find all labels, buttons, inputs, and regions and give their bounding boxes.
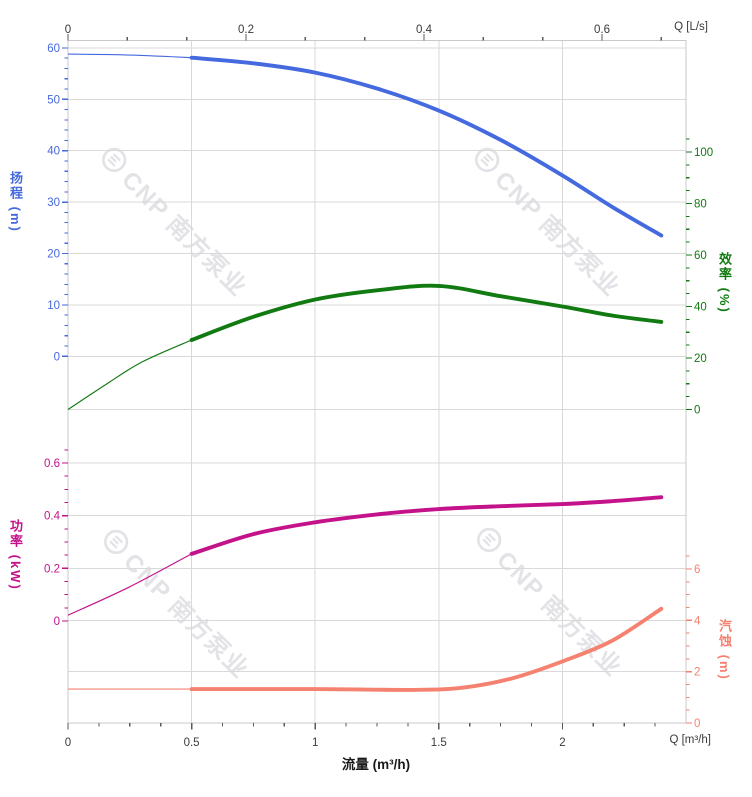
top-axis-tick-label: 0.2 (238, 24, 254, 36)
head-tick-label: 0 (54, 351, 60, 363)
power-curve-thin (67, 553, 192, 616)
head-tick-label: 60 (47, 43, 60, 55)
top-axis-tick-label: 0.6 (594, 24, 610, 36)
npsh-curve (189, 606, 664, 692)
efficiency-tick-label: 60 (694, 250, 707, 262)
efficiency-tick-label: 40 (694, 302, 707, 314)
efficiency-tick-label: 20 (694, 353, 707, 365)
top-axis-unit: Q [L/s] (674, 21, 708, 33)
head-tick-label: 40 (47, 146, 60, 158)
bottom-axis-unit: Q [m³/h] (669, 734, 711, 746)
flow-axis-title: 流量 (m³/h) (341, 757, 411, 772)
head-tick-label: 50 (47, 94, 60, 106)
npsh-tick-label: 4 (694, 615, 701, 627)
efficiency-curve-thin (67, 339, 192, 410)
head-curve (189, 55, 664, 238)
bottom-axis-tick-label: 0.5 (184, 737, 200, 749)
power-tick-label: 0.4 (44, 511, 61, 523)
power-axis-title: 功率 (kW) (8, 519, 23, 591)
npsh-axis-title: 汽蚀 (m) (717, 619, 732, 681)
power-tick-label: 0.6 (44, 458, 60, 470)
power-tick-label: 0.2 (44, 563, 60, 575)
bottom-axis-tick-label: 0 (65, 737, 71, 749)
npsh-tick-label: 6 (694, 564, 700, 576)
efficiency-tick-label: 80 (694, 199, 707, 211)
bottom-axis-tick-label: 1.5 (431, 737, 447, 749)
efficiency-curve (189, 283, 664, 342)
efficiency-axis-title: 效率 (%) (717, 252, 732, 314)
bottom-axis-tick-label: 2 (559, 737, 565, 749)
efficiency-tick-label: 0 (694, 405, 700, 417)
npsh-tick-label: 2 (694, 667, 700, 679)
head-curve-thin (67, 53, 192, 59)
efficiency-tick-label: 100 (694, 147, 713, 159)
top-axis-tick-label: 0 (65, 24, 71, 36)
npsh-tick-label: 0 (694, 718, 700, 730)
bottom-axis-tick-label: 1 (312, 737, 318, 749)
head-tick-label: 10 (47, 300, 60, 312)
head-tick-label: 20 (47, 249, 60, 261)
head-axis-title: 扬程 (m) (8, 171, 23, 233)
power-curve (189, 495, 664, 556)
top-axis-tick-label: 0.4 (416, 24, 433, 36)
head-tick-label: 30 (47, 197, 60, 209)
power-tick-label: 0 (54, 616, 60, 628)
